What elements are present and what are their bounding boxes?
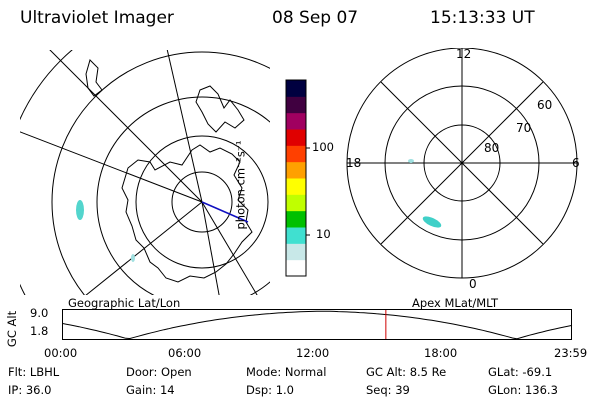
geo-lat-circle — [20, 50, 73, 295]
info-glon: GLon: 136.3 — [488, 383, 558, 397]
colorbar-band — [286, 80, 306, 97]
info-glat: GLat: -69.1 — [488, 365, 553, 379]
date-label: 08 Sep 07 — [272, 8, 359, 28]
geo-meridian — [49, 50, 203, 203]
colorbar-unit-label: photon cm⁻²s⁻¹ — [233, 140, 248, 230]
colorbar-band — [286, 227, 306, 244]
aurora-patch — [131, 254, 135, 262]
geo-lat-circle — [96, 96, 270, 295]
info-door: Door: Open — [126, 365, 192, 379]
mlat-label-60: 60 — [537, 98, 552, 112]
geo-meridian — [85, 201, 203, 295]
altitude-curve — [62, 310, 573, 340]
mlt-label-6: 6 — [572, 156, 580, 170]
info-dsp: Dsp: 1.0 — [246, 383, 294, 397]
mlt-label-12: 12 — [456, 48, 471, 61]
mlat-label-70: 70 — [516, 121, 531, 135]
geo-lat-circle — [51, 51, 270, 295]
altitude-axis-label: GC Alt — [5, 310, 20, 348]
geo-lat-circle — [171, 171, 233, 233]
colorbar-band — [286, 161, 306, 179]
info-seq: Seq: 39 — [366, 383, 410, 397]
time-label: 15:13:33 UT — [430, 8, 535, 28]
time-tick: 06:00 — [168, 346, 202, 360]
info-ip: IP: 36.0 — [8, 383, 52, 397]
colorbar-tick-label: 100 — [312, 140, 334, 154]
geo-meridian — [166, 50, 203, 203]
altitude-plot — [62, 309, 573, 340]
colorbar-band — [286, 129, 306, 146]
aurora-patch — [76, 200, 84, 220]
colorbar-band — [286, 145, 306, 163]
time-tick: 12:00 — [296, 346, 330, 360]
continent-outline — [121, 144, 253, 283]
altitude-frame — [62, 309, 572, 340]
aurora-patch — [408, 159, 414, 163]
colorbar-band — [286, 112, 306, 130]
colorbar-band — [286, 259, 306, 277]
time-tick: 00:00 — [44, 346, 78, 360]
info-filter: Flt: LBHL — [8, 365, 60, 379]
geo-meridian — [201, 201, 220, 295]
geo-meridian — [20, 131, 203, 203]
colorbar-band — [286, 210, 306, 228]
colorbar-band — [286, 194, 306, 212]
mlat-label-80: 80 — [484, 141, 499, 155]
satellite-track — [201, 201, 249, 223]
colorbar — [285, 79, 310, 277]
island-outline — [195, 85, 245, 133]
colorbar-band — [286, 243, 306, 261]
instrument-title: Ultraviolet Imager — [20, 8, 174, 28]
colorbar-frame — [285, 79, 307, 277]
geo-map-label: Geographic Lat/Lon — [68, 296, 181, 310]
colorbar-tick-label: 10 — [316, 227, 331, 241]
mlt-label-0: 0 — [469, 277, 477, 291]
geographic-map — [20, 50, 270, 295]
time-tick: 18:00 — [424, 346, 458, 360]
aurora-patch — [422, 216, 442, 228]
mlt-label-18: 18 — [346, 156, 361, 170]
colorbar-band — [286, 178, 306, 195]
polar-map-label: Apex MLat/MLT — [412, 296, 499, 310]
info-gc-alt: GC Alt: 8.5 Re — [366, 365, 447, 379]
geo-lat-circle — [135, 135, 269, 269]
colorbar-band — [286, 96, 306, 114]
info-mode: Mode: Normal — [246, 365, 327, 379]
island-outline — [85, 59, 103, 97]
geo-meridian — [201, 201, 258, 295]
info-gain: Gain: 14 — [126, 383, 175, 397]
mlt-line — [380, 81, 544, 245]
altitude-tick-low: 1.8 — [30, 324, 49, 338]
altitude-tick-high: 9.0 — [30, 306, 49, 320]
polar-map: 12 18 6 0 60 70 80 — [346, 48, 580, 291]
time-tick: 23:59 — [554, 346, 588, 360]
